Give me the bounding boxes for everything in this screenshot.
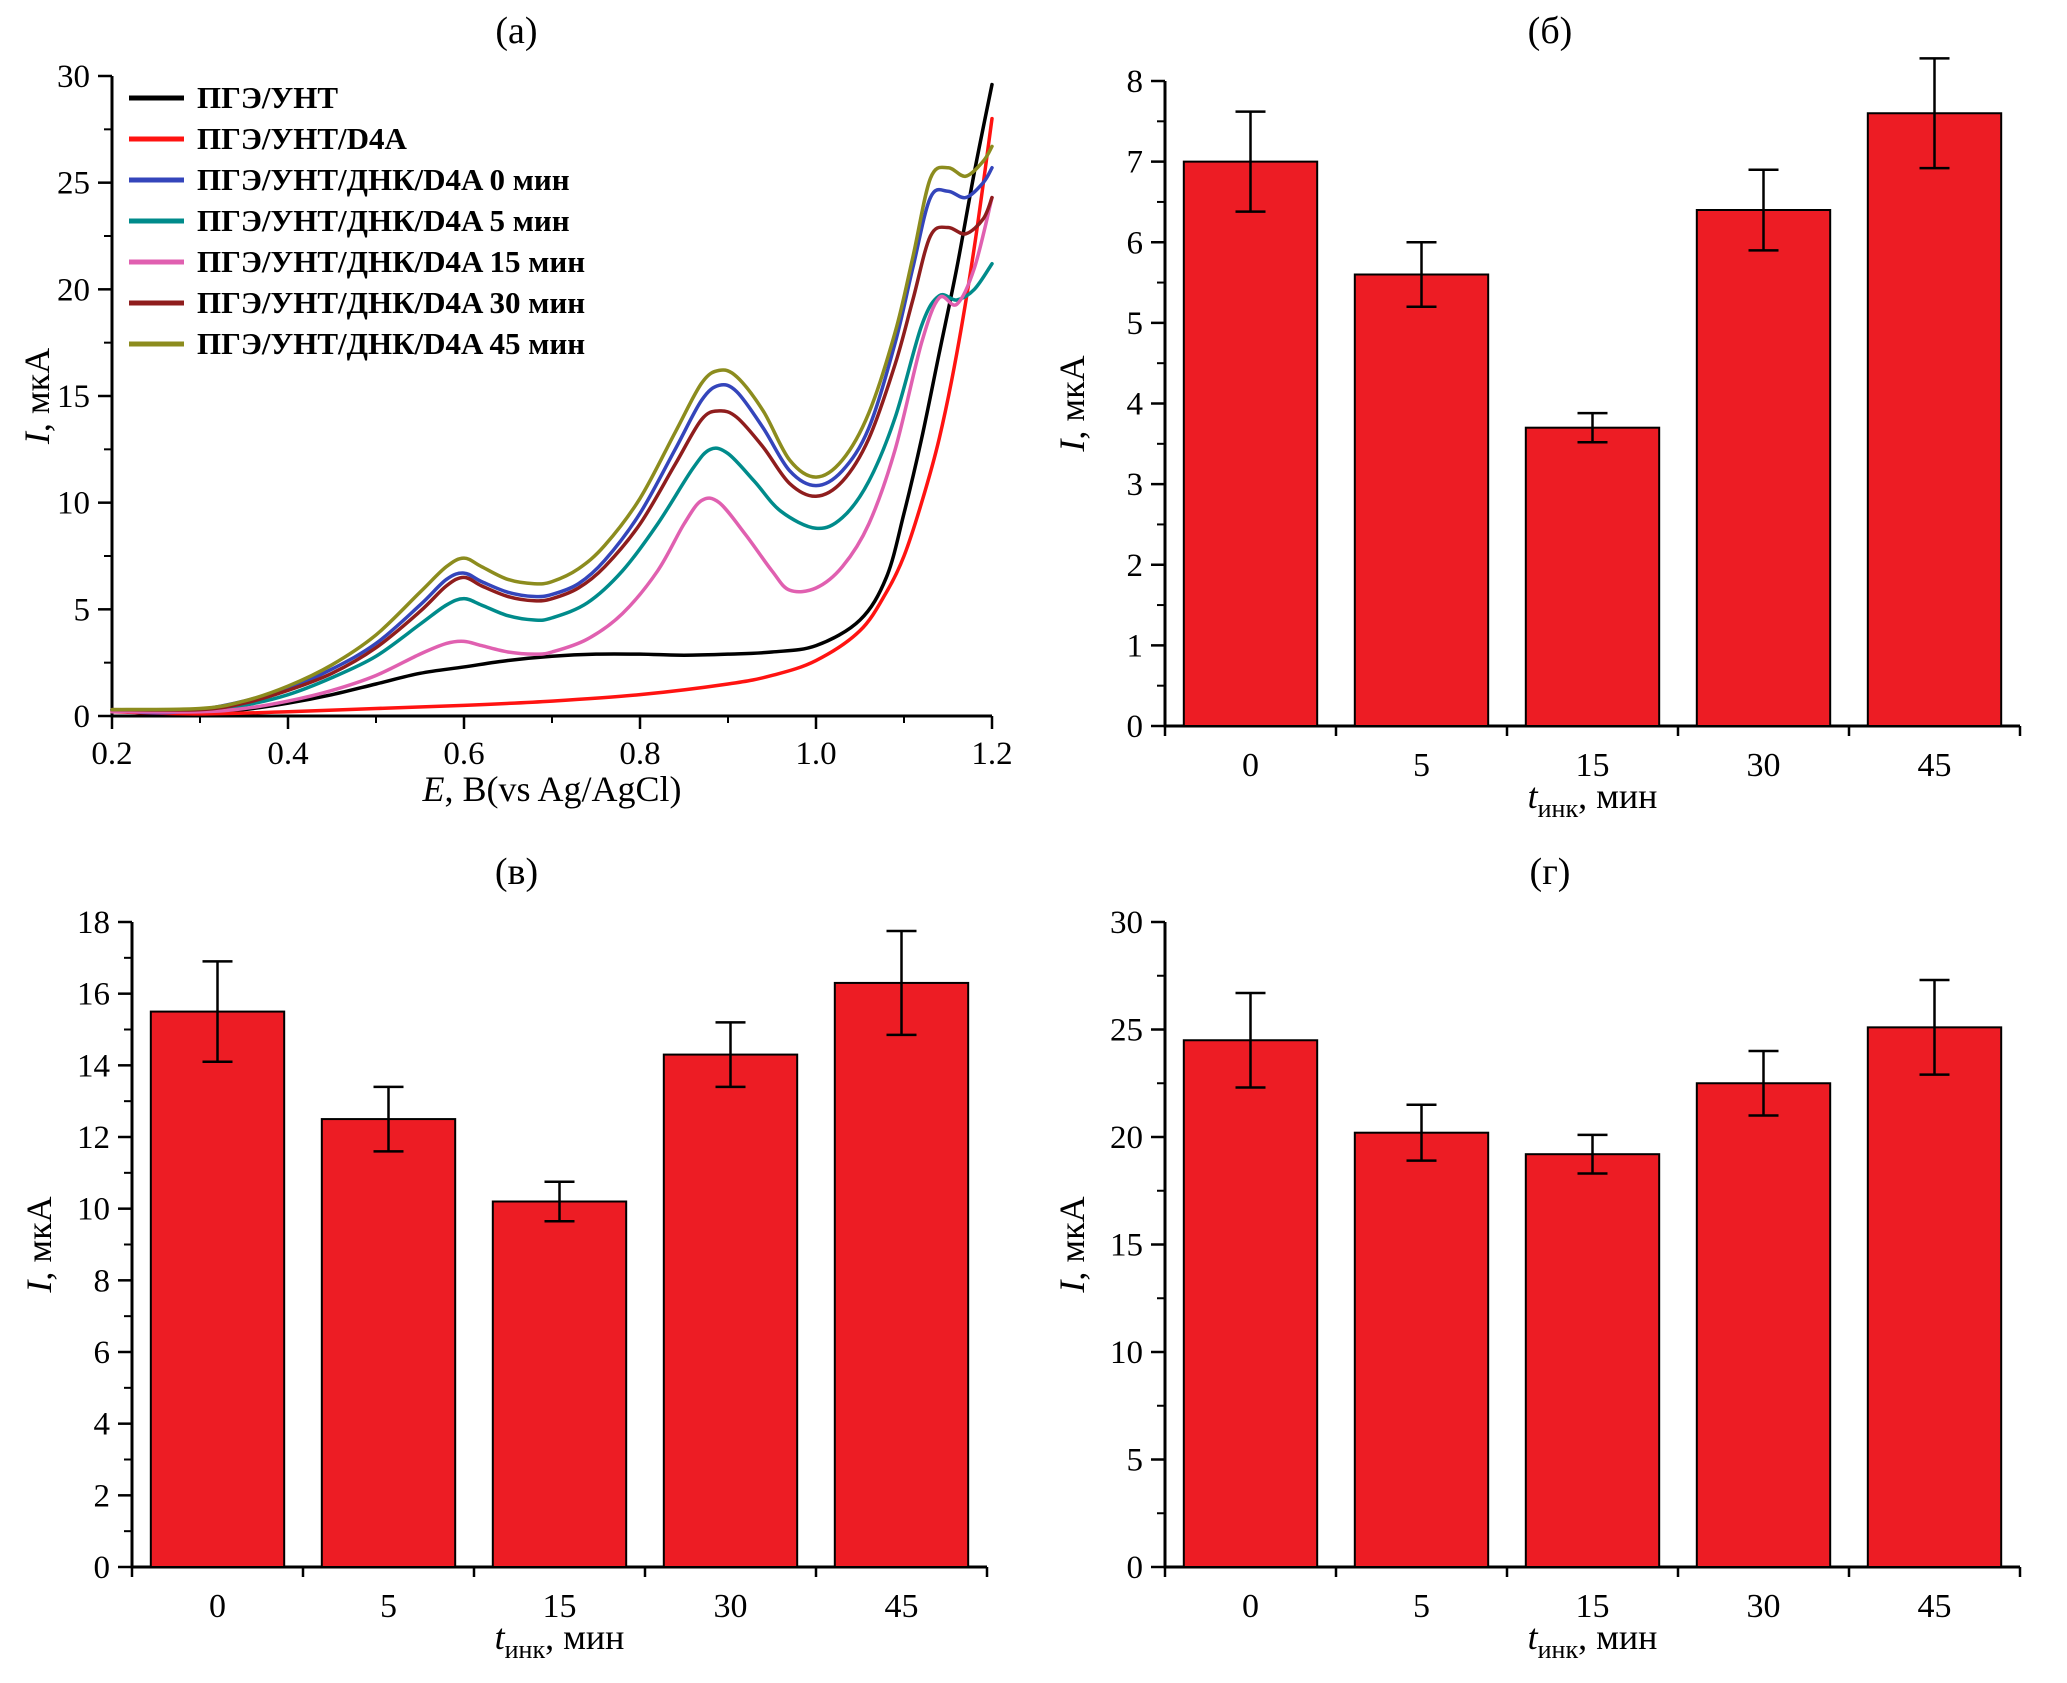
svg-text:0: 0 [1242, 747, 1259, 784]
svg-text:15: 15 [1576, 1588, 1610, 1625]
svg-text:tинк, мин: tинк, мин [1528, 1617, 1658, 1664]
svg-text:ПГЭ/УНТ/D4A: ПГЭ/УНТ/D4A [197, 121, 408, 156]
svg-text:20: 20 [1110, 1120, 1143, 1156]
svg-text:0.6: 0.6 [443, 736, 484, 772]
svg-text:2: 2 [93, 1478, 110, 1514]
svg-text:5: 5 [1127, 1443, 1144, 1479]
svg-text:12: 12 [77, 1120, 110, 1156]
svg-text:ПГЭ/УНТ/ДНК/D4A 45 мин: ПГЭ/УНТ/ДНК/D4A 45 мин [197, 326, 585, 361]
panel-a-line-chart: 0.2 0.4 0.6 0.8 1.0 1.2 0 5 10 15 20 25 30 ПГЭ/УНТ ПГЭ… [17, 59, 1013, 809]
svg-text:5: 5 [1413, 747, 1430, 784]
svg-text:4: 4 [93, 1407, 110, 1443]
svg-text:8: 8 [1127, 64, 1144, 100]
svg-text:2: 2 [1127, 548, 1144, 584]
svg-text:30: 30 [1110, 905, 1143, 941]
svg-text:0: 0 [1127, 709, 1144, 745]
svg-text:6: 6 [1127, 225, 1144, 261]
svg-text:0.8: 0.8 [619, 736, 660, 772]
svg-text:I, мкА: I, мкА [1052, 1196, 1092, 1293]
svg-text:15: 15 [1110, 1228, 1143, 1264]
svg-text:30: 30 [1747, 1588, 1781, 1625]
svg-text:7: 7 [1127, 145, 1144, 181]
svg-text:10: 10 [57, 486, 90, 522]
svg-text:tинк, мин: tинк, мин [1528, 776, 1658, 823]
svg-text:I, мкА: I, мкА [19, 1196, 59, 1293]
svg-text:tинк, мин: tинк, мин [494, 1617, 624, 1664]
panel-v-title: (в) [494, 851, 539, 893]
svg-text:ПГЭ/УНТ/ДНК/D4A 0 мин: ПГЭ/УНТ/ДНК/D4A 0 мин [197, 162, 570, 197]
svg-text:30: 30 [57, 59, 90, 95]
svg-text:14: 14 [77, 1048, 110, 1084]
svg-text:I, мкА: I, мкА [17, 348, 57, 445]
svg-text:5: 5 [380, 1588, 397, 1625]
panel-v-bar-chart: 0 2 4 6 8 10 12 14 16 18 0 5 15 30 45 tинк, мин I, мкА [19, 905, 988, 1664]
svg-text:0.2: 0.2 [91, 736, 132, 772]
svg-text:ПГЭ/УНТ/ДНК/D4A 15 мин: ПГЭ/УНТ/ДНК/D4A 15 мин [197, 244, 585, 279]
svg-text:18: 18 [77, 905, 110, 941]
svg-text:4: 4 [1127, 387, 1144, 423]
svg-text:0: 0 [1127, 1550, 1144, 1586]
panel-b-title: (б) [1527, 10, 1573, 52]
svg-text:45: 45 [1918, 1588, 1952, 1625]
panel-g: (г) 0 5 10 15 20 25 30 0 5 15 30 45 tинк, мин I, мкА [1033, 841, 2067, 1683]
svg-text:20: 20 [57, 272, 90, 308]
svg-text:ПГЭ/УНТ: ПГЭ/УНТ [197, 80, 338, 115]
svg-text:1.0: 1.0 [795, 736, 836, 772]
svg-text:0.4: 0.4 [267, 736, 308, 772]
svg-text:30: 30 [713, 1588, 747, 1625]
panel-g-title: (г) [1529, 851, 1571, 893]
svg-text:45: 45 [1918, 747, 1952, 784]
svg-text:0: 0 [73, 699, 90, 735]
svg-text:25: 25 [57, 166, 90, 202]
svg-text:E, B(vs Ag/AgCl): E, B(vs Ag/AgCl) [421, 769, 681, 809]
svg-text:6: 6 [93, 1335, 110, 1371]
svg-text:5: 5 [1127, 306, 1144, 342]
svg-text:25: 25 [1110, 1013, 1143, 1049]
svg-text:15: 15 [57, 379, 90, 415]
svg-text:I, мкА: I, мкА [1052, 355, 1092, 452]
svg-text:8: 8 [93, 1263, 110, 1299]
panel-g-bar-chart: 0 5 10 15 20 25 30 0 5 15 30 45 tинк, мин I, мкА [1052, 905, 2022, 1664]
svg-text:0: 0 [209, 1588, 226, 1625]
svg-text:30: 30 [1747, 747, 1781, 784]
panel-b: (б) 0 1 2 3 4 5 6 7 8 0 5 15 30 45 tинк, мин I, мкА [1033, 0, 2067, 841]
svg-text:10: 10 [77, 1192, 110, 1228]
svg-text:1: 1 [1127, 628, 1144, 664]
svg-text:15: 15 [1576, 747, 1610, 784]
svg-text:0: 0 [1242, 1588, 1259, 1625]
svg-text:3: 3 [1127, 467, 1144, 503]
svg-text:5: 5 [1413, 1588, 1430, 1625]
svg-text:16: 16 [77, 977, 110, 1013]
svg-text:5: 5 [73, 592, 90, 628]
svg-text:10: 10 [1110, 1335, 1143, 1371]
panel-v: (в) 0 2 4 6 8 10 12 14 16 18 0 5 15 30 45 tинк, мин I, м… [0, 841, 1033, 1683]
svg-text:ПГЭ/УНТ/ДНК/D4A 30 мин: ПГЭ/УНТ/ДНК/D4A 30 мин [197, 285, 585, 320]
svg-text:15: 15 [542, 1588, 576, 1625]
svg-text:0: 0 [93, 1550, 110, 1586]
svg-text:1.2: 1.2 [971, 736, 1012, 772]
svg-text:45: 45 [884, 1588, 918, 1625]
panel-a-title: (а) [495, 10, 538, 52]
panel-a: (а) 0.2 0.4 0.6 0.8 1.0 1.2 0 5 10 15 20 25 30 ПГЭ/УН… [0, 0, 1033, 841]
svg-text:ПГЭ/УНТ/ДНК/D4A 5 мин: ПГЭ/УНТ/ДНК/D4A 5 мин [197, 203, 570, 238]
